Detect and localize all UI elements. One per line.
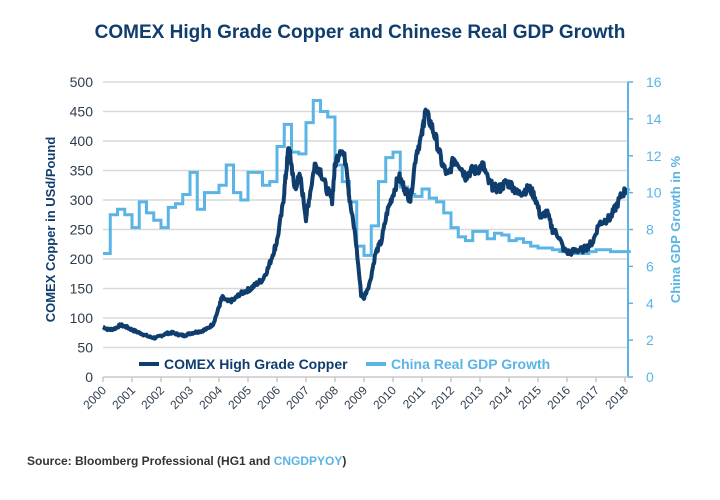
y-tick-label: 200: [70, 251, 94, 267]
y2-tick-label: 6: [646, 258, 654, 274]
series-group: [101, 98, 631, 341]
legend-label-gdp: China Real GDP Growth: [391, 356, 550, 372]
y2-tick-label: 8: [646, 222, 654, 238]
x-tick-label: 2003: [167, 383, 196, 412]
y-axis-label-left: COMEX Copper in USd/Pound: [43, 137, 58, 323]
y-axis-label-right: China GDP Growth in %: [668, 156, 683, 304]
source-suffix: ): [342, 454, 347, 468]
chart-title: COMEX High Grade Copper and Chinese Real…: [94, 22, 626, 43]
x-tick-label: 2018: [602, 383, 631, 412]
series-line-copper: [101, 107, 630, 341]
source-highlight: CNGDPYOY: [273, 454, 343, 468]
y2-tick-label: 2: [646, 332, 654, 348]
source-note: Source: Bloomberg Professional (HG1 and …: [27, 454, 346, 468]
source-prefix: Source: Bloomberg Professional (HG1 and: [27, 454, 274, 468]
y-tick-label: 350: [70, 163, 94, 179]
y-tick-label: 100: [70, 310, 94, 326]
y-tick-label: 400: [70, 133, 94, 149]
y2-tick-label: 0: [646, 369, 654, 385]
left-axis-ticks: 0 50 100 150 200 250 300 350 400 450 500: [70, 74, 94, 385]
legend: COMEX High Grade Copper China Real GDP G…: [139, 356, 550, 372]
x-axis-ticks: 2000 2001 2002 2003 2004 2005 2006 2007 2008 2009…: [80, 377, 631, 412]
x-tick-label: 2004: [196, 383, 225, 412]
x-tick-label: 2008: [312, 383, 341, 412]
y-tick-label: 450: [70, 104, 94, 120]
x-tick-label: 2011: [400, 383, 428, 411]
right-axis-ticks: 0 2 4 6 8 10 12 14 16: [628, 74, 662, 385]
x-tick-label: 2000: [80, 383, 109, 412]
y2-tick-label: 12: [646, 148, 662, 164]
x-tick-label: 2002: [138, 383, 167, 412]
x-tick-label: 2015: [515, 383, 544, 412]
y-tick-label: 0: [85, 369, 93, 385]
y2-tick-label: 16: [646, 74, 662, 90]
y2-tick-label: 10: [646, 185, 662, 201]
x-tick-label: 2017: [573, 383, 602, 412]
x-tick-label: 2006: [254, 383, 283, 412]
x-tick-label: 2010: [370, 383, 399, 412]
y-tick-label: 50: [77, 340, 93, 356]
y-tick-label: 150: [70, 281, 94, 297]
y-tick-label: 250: [70, 222, 94, 238]
x-tick-label: 2016: [544, 383, 573, 412]
x-tick-label: 2005: [225, 383, 254, 412]
y-tick-label: 300: [70, 192, 94, 208]
x-tick-label: 2012: [428, 383, 457, 412]
gridlines: [103, 81, 628, 349]
y-tick-label: 500: [70, 74, 94, 90]
x-tick-label: 2009: [341, 383, 370, 412]
x-tick-label: 2013: [457, 383, 486, 412]
y2-tick-label: 4: [646, 295, 654, 311]
x-tick-label: 2007: [283, 383, 312, 412]
x-tick-label: 2001: [109, 383, 138, 412]
legend-label-copper: COMEX High Grade Copper: [164, 356, 348, 372]
y2-tick-label: 14: [646, 111, 662, 127]
x-tick-label: 2014: [486, 383, 515, 412]
